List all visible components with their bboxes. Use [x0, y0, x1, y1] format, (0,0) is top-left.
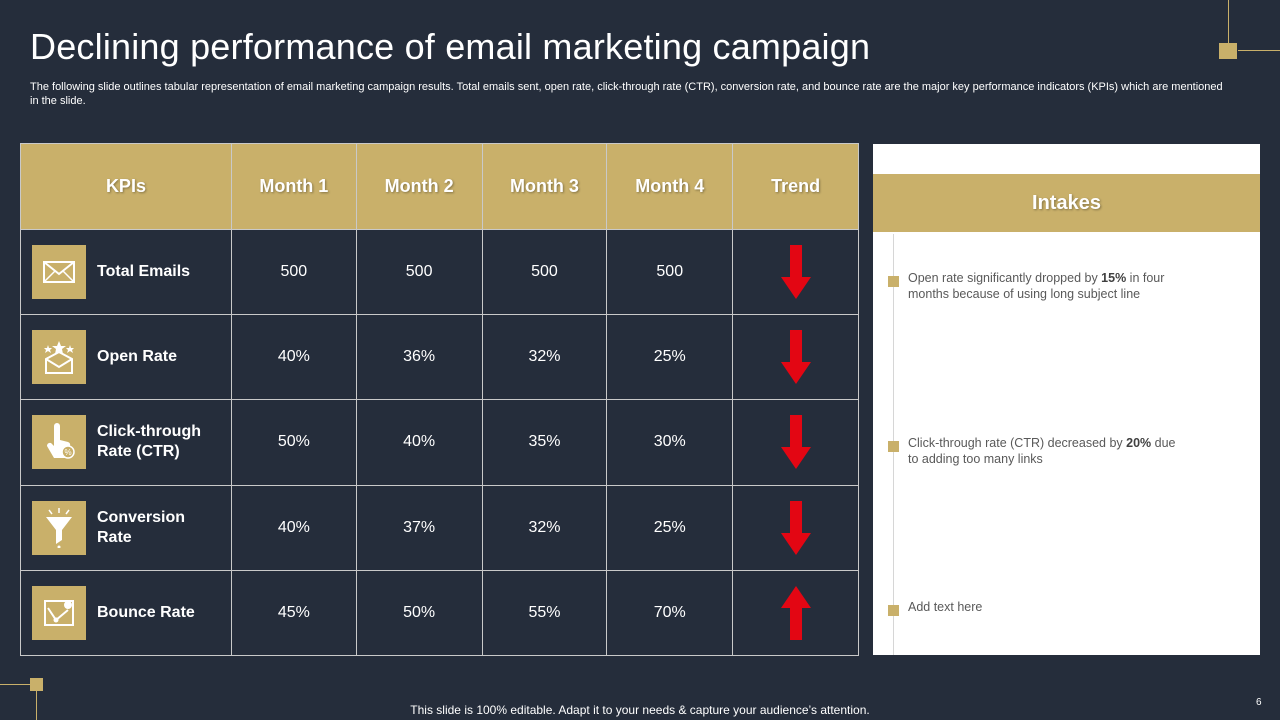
bullet-square-icon — [888, 276, 899, 287]
trend-cell — [732, 484, 859, 571]
bullet-square-icon — [888, 441, 899, 452]
kpi-cell: % Click-through Rate (CTR) — [20, 399, 232, 486]
header-month-4: Month 4 — [606, 143, 734, 230]
kpi-label: Bounce Rate — [97, 603, 195, 621]
kpi-cell: Bounce Rate — [20, 569, 232, 657]
intake-text: Click-through rate (CTR) decreased by 20… — [908, 436, 1176, 466]
trend-down-arrow-icon — [780, 330, 811, 385]
bullet-square-icon — [888, 605, 899, 616]
intake-text: Add text here — [908, 600, 983, 614]
funnel-icon — [32, 500, 86, 555]
month-2-value: 40% — [355, 399, 483, 486]
trend-cell — [732, 228, 859, 316]
table-row: Bounce Rate 45% 50% 55% 70% — [20, 569, 859, 657]
slide-footer: This slide is 100% editable. Adapt it to… — [410, 703, 870, 717]
month-4-value: 25% — [606, 314, 734, 401]
trend-cell — [732, 569, 859, 657]
month-2-value: 37% — [355, 484, 483, 571]
decorative-line-top-right — [1228, 0, 1229, 44]
decorative-line-top-right-horizontal — [1238, 50, 1280, 51]
month-3-value: 32% — [481, 314, 608, 401]
month-4-value: 30% — [606, 399, 734, 486]
month-1-value: 50% — [230, 399, 357, 486]
kpi-label: Open Rate — [97, 348, 178, 366]
month-1-value: 40% — [230, 314, 357, 401]
decorative-square-bottom-left — [30, 678, 43, 691]
header-kpis: KPIs — [20, 143, 232, 230]
header-month-3: Month 3 — [481, 143, 608, 230]
page-number: 6 — [1256, 697, 1262, 708]
kpi-cell: Open Rate — [20, 314, 232, 401]
month-1-value: 45% — [230, 569, 357, 657]
month-2-value: 500 — [355, 228, 483, 316]
slide-subtitle: The following slide outlines tabular rep… — [30, 81, 1223, 107]
kpi-table: KPIs Month 1 Month 2 Month 3 Month 4 Tre… — [20, 143, 859, 657]
kpi-label: Conversion Rate — [97, 508, 186, 546]
month-3-value: 500 — [481, 228, 608, 316]
kpi-label: Total Emails — [97, 263, 191, 281]
intakes-panel: Intakes Open rate significantly dropped … — [873, 144, 1260, 655]
kpi-cell: Conversion Rate — [20, 484, 232, 571]
table-row: % Click-through Rate (CTR) 50% 40% 35% 3… — [20, 399, 859, 486]
bounce-chart-icon — [32, 585, 86, 640]
hand-click-icon: % — [32, 415, 86, 470]
table-row: Open Rate 40% 36% 32% 25% — [20, 314, 859, 401]
decorative-line-bottom-left-vertical — [36, 690, 37, 720]
kpi-label: Click-through Rate (CTR) — [97, 423, 201, 461]
header-month-1: Month 1 — [230, 143, 357, 230]
month-1-value: 500 — [230, 228, 357, 316]
slide-title: Declining performance of email marketing… — [30, 26, 871, 67]
intake-text: Open rate significantly dropped by 15% i… — [908, 271, 1165, 301]
intake-item: Open rate significantly dropped by 15% i… — [888, 270, 1188, 302]
decorative-square-top-right — [1219, 43, 1237, 59]
trend-down-arrow-icon — [780, 245, 811, 300]
month-2-value: 50% — [355, 569, 483, 657]
table-row: Total Emails 500 500 500 500 — [20, 228, 859, 316]
month-4-value: 500 — [606, 228, 734, 316]
month-4-value: 25% — [606, 484, 734, 571]
header-month-2: Month 2 — [355, 143, 483, 230]
month-1-value: 40% — [230, 484, 357, 571]
table-row: Conversion Rate 40% 37% 32% 25% — [20, 484, 859, 571]
decorative-line-bottom-left — [0, 684, 30, 685]
svg-text:%: % — [64, 448, 71, 457]
month-3-value: 35% — [481, 399, 608, 486]
intake-item: Click-through rate (CTR) decreased by 20… — [888, 435, 1188, 467]
kpi-cell: Total Emails — [20, 228, 232, 316]
month-2-value: 36% — [355, 314, 483, 401]
header-trend: Trend — [732, 143, 859, 230]
table-header-row: KPIs Month 1 Month 2 Month 3 Month 4 Tre… — [20, 143, 859, 230]
envelope-icon — [32, 245, 86, 300]
month-3-value: 55% — [481, 569, 608, 657]
trend-cell — [732, 399, 859, 486]
trend-up-arrow-icon — [780, 585, 811, 640]
trend-cell — [732, 314, 859, 401]
month-4-value: 70% — [606, 569, 734, 657]
trend-down-arrow-icon — [780, 415, 811, 470]
month-3-value: 32% — [481, 484, 608, 571]
intakes-title: Intakes — [873, 174, 1260, 232]
intake-item: Add text here — [888, 599, 1188, 616]
open-envelope-stars-icon — [32, 330, 86, 385]
trend-down-arrow-icon — [780, 500, 811, 555]
